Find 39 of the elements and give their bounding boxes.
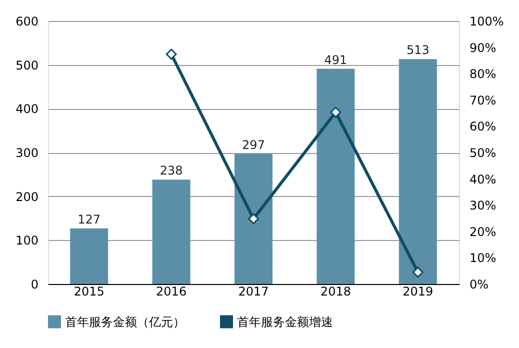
x-tick-label: 2019 (402, 284, 434, 298)
data-label: 513 (406, 43, 430, 58)
y2-tick-label: 10% (470, 251, 496, 266)
y2-tick-label: 30% (470, 198, 496, 213)
y-tick-label: 500 (16, 58, 38, 72)
point (412, 266, 424, 278)
y2-tick-label: 70% (470, 93, 496, 108)
y2-tick-label: 80% (470, 67, 496, 82)
x-tick-label: 2018 (320, 284, 351, 298)
y-tick-label: 100 (16, 234, 38, 248)
legend-label: 首年服务金额增速 (237, 314, 333, 329)
bar (70, 228, 108, 284)
y2-tick-label: 50% (470, 146, 496, 160)
y-tick-label: 600 (16, 14, 38, 28)
point (166, 48, 177, 60)
bar (398, 59, 437, 284)
y2-tick-label: 20% (470, 224, 496, 239)
y2-tick-label: 40% (470, 172, 496, 186)
data-label: 127 (78, 212, 101, 226)
y-tick-label: 400 (16, 102, 38, 116)
y2-tick-label: 90% (470, 40, 496, 55)
x-tick-label: 2016 (156, 284, 187, 298)
y2-tick-label: 100% (470, 14, 504, 28)
bar (234, 154, 272, 284)
y-tick-label: 0 (30, 278, 38, 292)
y2-tick-label: 0% (470, 278, 489, 292)
bar (152, 180, 190, 284)
point (330, 106, 342, 118)
point (248, 213, 259, 224)
legend-label: 首年服务金额（亿元） (65, 314, 185, 329)
data-label: 491 (324, 52, 348, 67)
x-tick-label: 2015 (74, 284, 104, 298)
y-tick-label: 200 (16, 190, 38, 204)
y-tick-label: 300 (16, 146, 38, 160)
bar (316, 68, 355, 284)
x-tick-label: 2017 (238, 284, 269, 298)
data-label: 297 (242, 138, 265, 152)
y2-tick-label: 60% (470, 120, 496, 134)
data-label: 238 (160, 164, 183, 178)
